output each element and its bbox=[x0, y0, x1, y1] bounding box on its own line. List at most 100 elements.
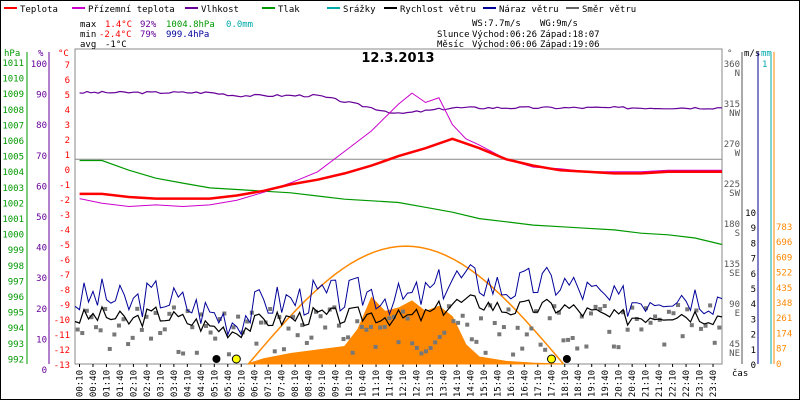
stat-min-temp: -2.4°C bbox=[99, 30, 132, 40]
x-tick-label: 01:40 bbox=[116, 370, 126, 397]
x-tick-label: 08:10 bbox=[291, 370, 301, 397]
moon-set: Západ:19:06 bbox=[540, 40, 600, 50]
humidity-tick-label: 20 bbox=[36, 305, 47, 315]
humidity-tick-label: 60 bbox=[36, 182, 47, 192]
x-tick-label: 23:10 bbox=[696, 370, 706, 397]
humidity-axis-unit: % bbox=[38, 49, 44, 59]
wind-direction-point bbox=[524, 332, 529, 337]
wind-direction-point bbox=[355, 319, 360, 324]
wind-direction-point bbox=[309, 335, 314, 340]
x-tick-label: 08:40 bbox=[305, 370, 315, 397]
moon-marker bbox=[212, 355, 221, 363]
wind-direction-point bbox=[497, 332, 502, 337]
pressure-tick-label: 992 bbox=[8, 355, 24, 365]
x-tick-label: 04:10 bbox=[183, 370, 193, 397]
legend-label: Rychlost větru bbox=[400, 5, 476, 15]
wind-direction-point bbox=[300, 323, 305, 328]
humidity-tick-label: 40 bbox=[36, 244, 47, 254]
wind-direction-point bbox=[639, 327, 644, 332]
wind-direction-point bbox=[543, 347, 548, 352]
wind-speed-tick-label: 3 bbox=[751, 315, 756, 325]
pressure-tick-label: 1007 bbox=[2, 121, 24, 131]
legend-label: Směr větru bbox=[582, 5, 636, 15]
wind-direction-point bbox=[217, 317, 222, 322]
wind-direction-point bbox=[75, 327, 80, 332]
pressure-tick-label: 1005 bbox=[2, 153, 24, 163]
humidity-tick-label: 70 bbox=[36, 152, 47, 162]
legend-label: Náraz větru bbox=[499, 5, 559, 15]
pressure-tick-label: 999 bbox=[8, 246, 24, 256]
wind-direction-point bbox=[712, 340, 717, 345]
wind-direction-point bbox=[717, 325, 722, 330]
wind-direction-point bbox=[708, 303, 713, 308]
humidity-tick-label: 30 bbox=[36, 274, 47, 284]
wind-direction-point bbox=[199, 312, 204, 317]
x-tick-label: 11:40 bbox=[386, 370, 396, 397]
wind-direction-point bbox=[341, 337, 346, 342]
wind-direction-point bbox=[442, 330, 447, 335]
wind-direction-point bbox=[515, 325, 520, 330]
temperature-tick-label: 3 bbox=[65, 121, 70, 131]
x-tick-label: 00:10 bbox=[76, 370, 86, 397]
wind-direction-point bbox=[423, 349, 428, 354]
x-tick-label: 14:10 bbox=[453, 370, 463, 397]
wind-direction-point bbox=[139, 327, 144, 332]
wind-direction-point bbox=[533, 309, 538, 314]
wind-direction-point bbox=[378, 325, 383, 330]
series-wind-speed bbox=[74, 294, 723, 339]
direction-tick-name: NW bbox=[729, 109, 740, 119]
x-tick-label: 18:10 bbox=[561, 370, 571, 397]
wind-direction-point bbox=[689, 323, 694, 328]
wind-direction-point bbox=[153, 310, 158, 315]
wind-direction-point bbox=[190, 325, 195, 330]
humidity-tick-label: 10 bbox=[36, 335, 47, 345]
wind-direction-point bbox=[552, 304, 557, 309]
wind-direction-point bbox=[611, 344, 616, 349]
radiation-tick-label: 696 bbox=[776, 238, 792, 248]
pressure-axis-unit: hPa bbox=[4, 49, 20, 59]
x-tick-label: 23:40 bbox=[709, 370, 719, 397]
x-tick-label: 20:40 bbox=[628, 370, 638, 397]
sun-rise: Východ:06:26 bbox=[472, 30, 537, 40]
x-tick-label: 19:10 bbox=[588, 370, 598, 397]
wind-direction-point bbox=[167, 311, 172, 316]
x-tick-label: 16:40 bbox=[520, 370, 530, 397]
wind-direction-point bbox=[602, 304, 607, 309]
wind-direction-point bbox=[336, 323, 341, 328]
wind-speed-tick-label: 10 bbox=[745, 209, 756, 219]
x-tick-label: 18:40 bbox=[574, 370, 584, 397]
wind-direction-point bbox=[506, 307, 511, 312]
wind-direction-point bbox=[272, 349, 277, 354]
direction-tick-name: N bbox=[735, 69, 740, 79]
chart-title: 12.3.2013 bbox=[361, 51, 434, 66]
humidity-tick-label: 80 bbox=[36, 121, 47, 131]
wind-direction-point bbox=[171, 305, 176, 310]
pressure-tick-label: 998 bbox=[8, 262, 24, 272]
wind-direction-point bbox=[456, 320, 461, 325]
temperature-tick-label: 0 bbox=[65, 166, 70, 176]
pressure-tick-label: 1003 bbox=[2, 184, 24, 194]
x-tick-label: 10:40 bbox=[359, 370, 369, 397]
sun-set: Západ:18:07 bbox=[540, 30, 600, 40]
x-axis-label: čas bbox=[732, 368, 748, 379]
wind-direction-point bbox=[575, 346, 580, 351]
wind-direction-point bbox=[162, 327, 167, 332]
wind-direction-point bbox=[414, 345, 419, 350]
wind-direction-point bbox=[511, 352, 516, 357]
direction-axis-unit: ° bbox=[727, 49, 732, 59]
legend-label: Teplota bbox=[20, 5, 58, 15]
wind-direction-point bbox=[547, 316, 552, 321]
wind-direction-point bbox=[268, 306, 273, 311]
wind-direction-point bbox=[419, 351, 424, 356]
temperature-tick-label: 5 bbox=[65, 91, 70, 101]
stat-max-label: max bbox=[80, 20, 97, 30]
x-tick-label: 17:10 bbox=[534, 370, 544, 397]
radiation-tick-label: 261 bbox=[776, 314, 792, 324]
temperature-tick-label: -6 bbox=[59, 256, 70, 266]
wind-direction-point bbox=[698, 326, 703, 331]
temperature-tick-label: 2 bbox=[65, 136, 70, 146]
wind-direction-point bbox=[492, 320, 497, 325]
x-tick-label: 22:10 bbox=[669, 370, 679, 397]
direction-tick-label: 45 bbox=[729, 340, 740, 350]
wind-direction-point bbox=[405, 316, 410, 321]
